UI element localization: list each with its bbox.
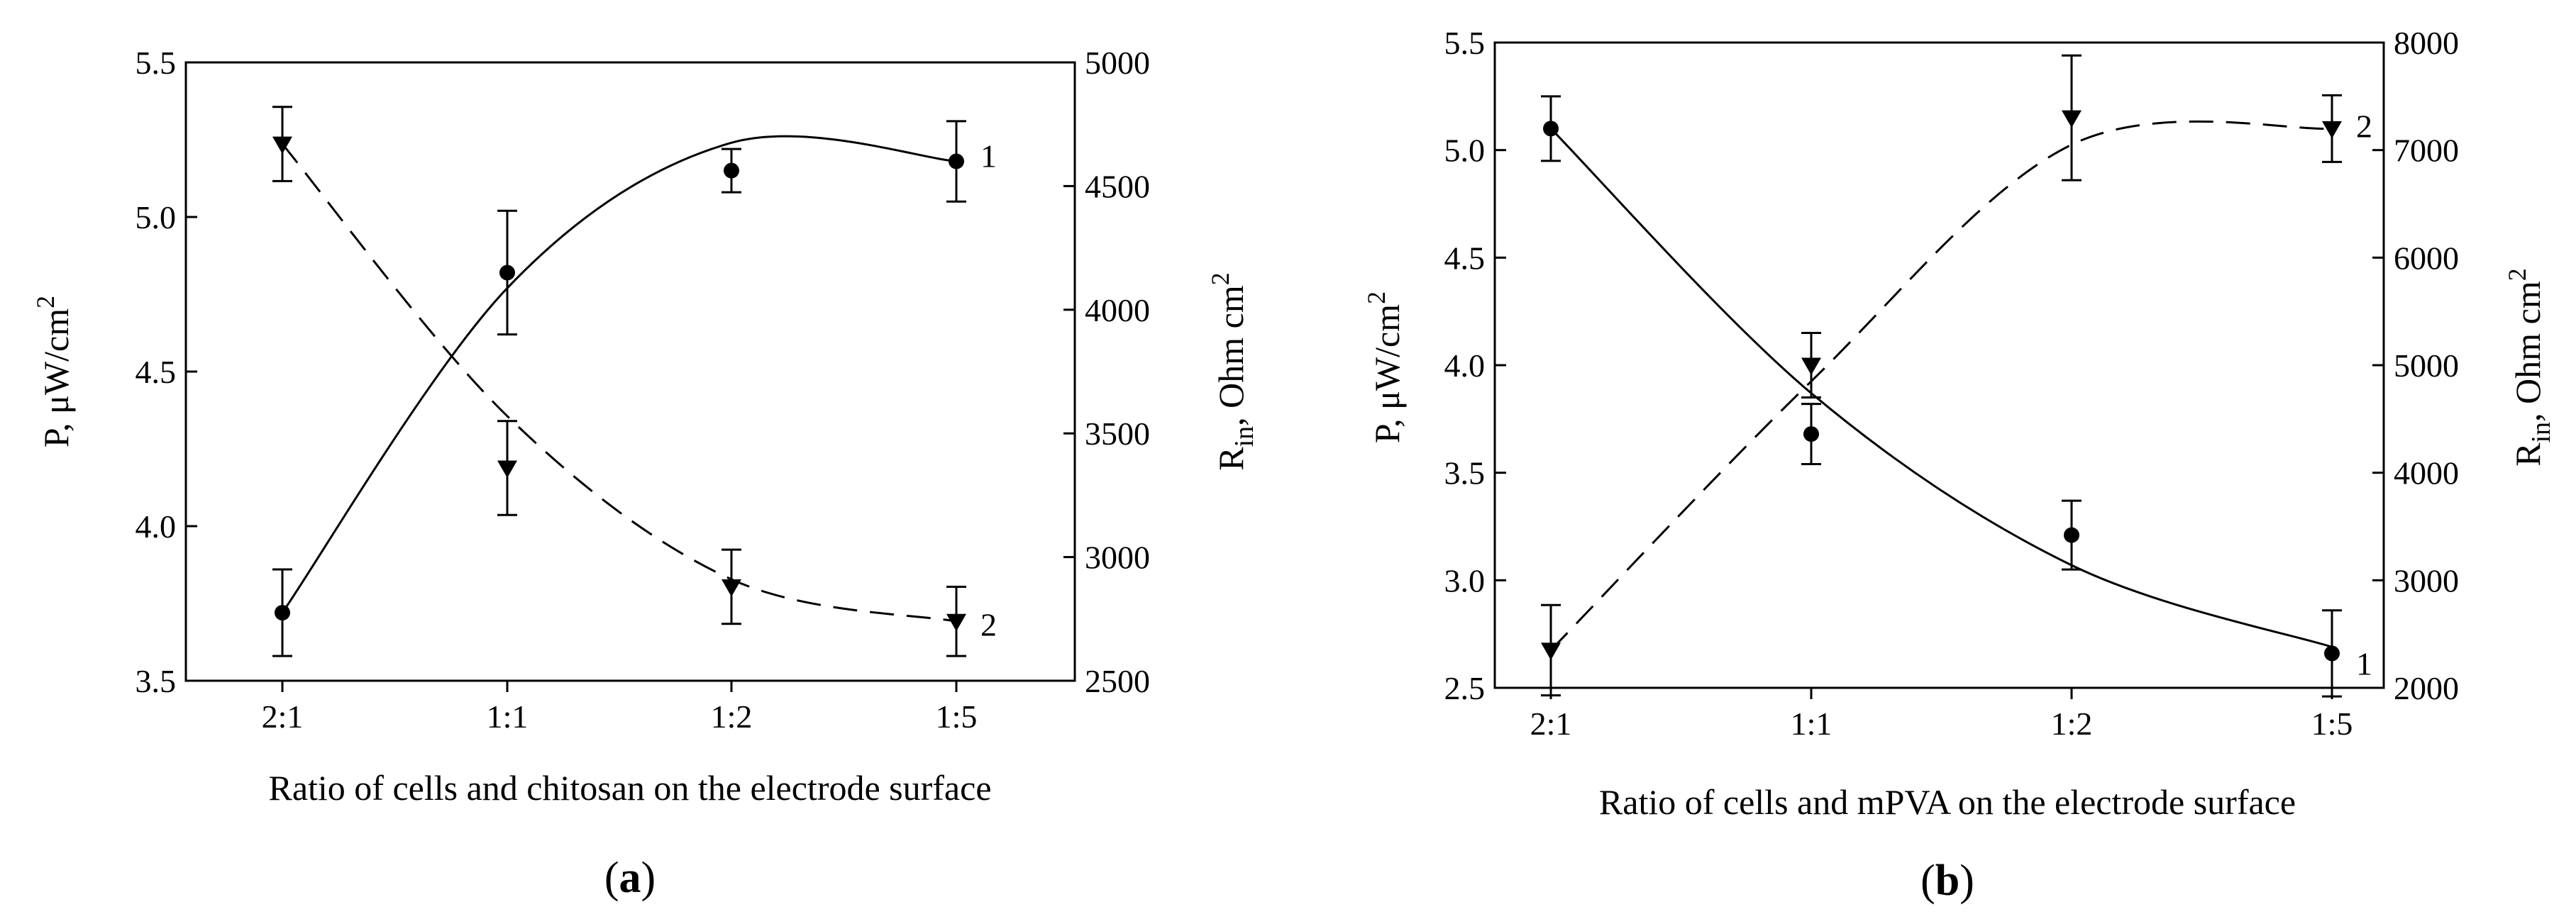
y-right-tick-label-b: 4000 [2394, 455, 2459, 491]
y-axis-label-right-a: Rin, Ohm cm2 [1206, 272, 1259, 471]
data-point-1-b [1543, 121, 1559, 137]
data-point-2-b [2322, 121, 2342, 139]
x-tick-label-b: 1:2 [2051, 706, 2093, 742]
y-axis-label-right-b: Rin, Ohm cm2 [2503, 268, 2556, 467]
data-point-2-b [1801, 357, 1821, 375]
y-right-tick-label-a: 5000 [1085, 45, 1150, 81]
data-point-2-b [2062, 110, 2082, 128]
x-axis-label-b: Ratio of cells and mPVA on the electrode… [1599, 782, 2296, 822]
y-axis-label-left-a: P, μW/cm2 [31, 296, 76, 447]
series-line-1-b [1549, 128, 2333, 648]
series-label-1-b: 1 [2356, 645, 2372, 681]
chart-panel-b: 2.5 3.0 3.5 4.0 4.5 5.0 5.5 2000 3000 4000 5000 600… [1362, 25, 2556, 905]
data-point-2-a [722, 579, 741, 597]
series-line-2-b [1549, 120, 2333, 651]
y-right-tick-label-b: 6000 [2394, 240, 2459, 276]
data-point-2-b [1541, 642, 1561, 660]
x-tick-label-b: 2:1 [1530, 706, 1572, 742]
data-point-1-a [949, 153, 964, 169]
data-point-1-a [275, 605, 290, 621]
y-left-tick-label-a: 4.0 [136, 508, 177, 545]
y-left-tick-label-b: 2.5 [1444, 670, 1486, 706]
x-tick-label-a: 1:2 [711, 698, 753, 735]
y-right-tick-label-b: 2000 [2394, 670, 2459, 706]
y-left-tick-label-b: 5.0 [1444, 133, 1486, 169]
series-label-2-a: 2 [980, 606, 997, 642]
y-left-tick-label-a: 5.0 [136, 199, 177, 235]
y-left-tick-label-b: 3.0 [1444, 562, 1486, 598]
x-tick-label-b: 1:1 [1791, 706, 1833, 742]
y-right-tick-label-b: 5000 [2394, 347, 2459, 384]
y-left-tick-label-a: 4.5 [136, 354, 177, 390]
y-right-tick-label-a: 3500 [1085, 416, 1150, 452]
panel-label-b: (b) [1920, 857, 1974, 905]
data-point-1-a [724, 162, 739, 179]
y-left-tick-label-a: 3.5 [136, 663, 177, 699]
y-right-tick-label-b: 8000 [2394, 25, 2459, 61]
data-point-2-a [946, 613, 966, 632]
series-line-1-a [281, 135, 957, 613]
data-point-1-b [2064, 527, 2079, 543]
y-right-tick-label-a: 2500 [1085, 663, 1150, 699]
y-right-tick-label-a: 4500 [1085, 168, 1150, 204]
data-point-1-b [1803, 426, 1819, 442]
data-point-1-b [2324, 645, 2340, 662]
data-point-2-a [272, 136, 292, 155]
plot-frame-b [1493, 41, 2385, 689]
chart-panel-a: 3.5 4.0 4.5 5.0 5.5 2500 3000 3500 4000 4500 5000 2… [31, 45, 1259, 902]
x-tick-label-a: 1:1 [487, 698, 529, 735]
y-right-tick-label-b: 3000 [2394, 562, 2459, 598]
x-tick-label-a: 2:1 [262, 698, 304, 735]
panel-label-a: (a) [604, 854, 656, 902]
plot-frame-a [184, 61, 1076, 682]
y-right-tick-label-a: 4000 [1085, 292, 1150, 328]
data-point-1-a [499, 264, 515, 281]
data-point-2-a [497, 460, 517, 479]
x-axis-label-a: Ratio of cells and chitosan on the elect… [268, 768, 991, 808]
series-label-2-b: 2 [2356, 108, 2372, 144]
y-left-tick-label-b: 5.5 [1444, 25, 1486, 61]
y-left-tick-label-b: 4.0 [1444, 347, 1486, 384]
x-tick-label-a: 1:5 [936, 698, 978, 735]
x-tick-label-b: 1:5 [2311, 706, 2353, 742]
y-right-tick-label-a: 3000 [1085, 540, 1150, 576]
y-right-tick-label-b: 7000 [2394, 133, 2459, 169]
series-label-1-a: 1 [980, 138, 997, 174]
y-axis-label-left-b: P, μW/cm2 [1362, 291, 1407, 443]
y-left-tick-label-b: 4.5 [1444, 240, 1486, 276]
y-left-tick-label-a: 5.5 [136, 45, 177, 81]
y-left-tick-label-b: 3.5 [1444, 455, 1486, 491]
series-line-2-a [281, 143, 957, 623]
